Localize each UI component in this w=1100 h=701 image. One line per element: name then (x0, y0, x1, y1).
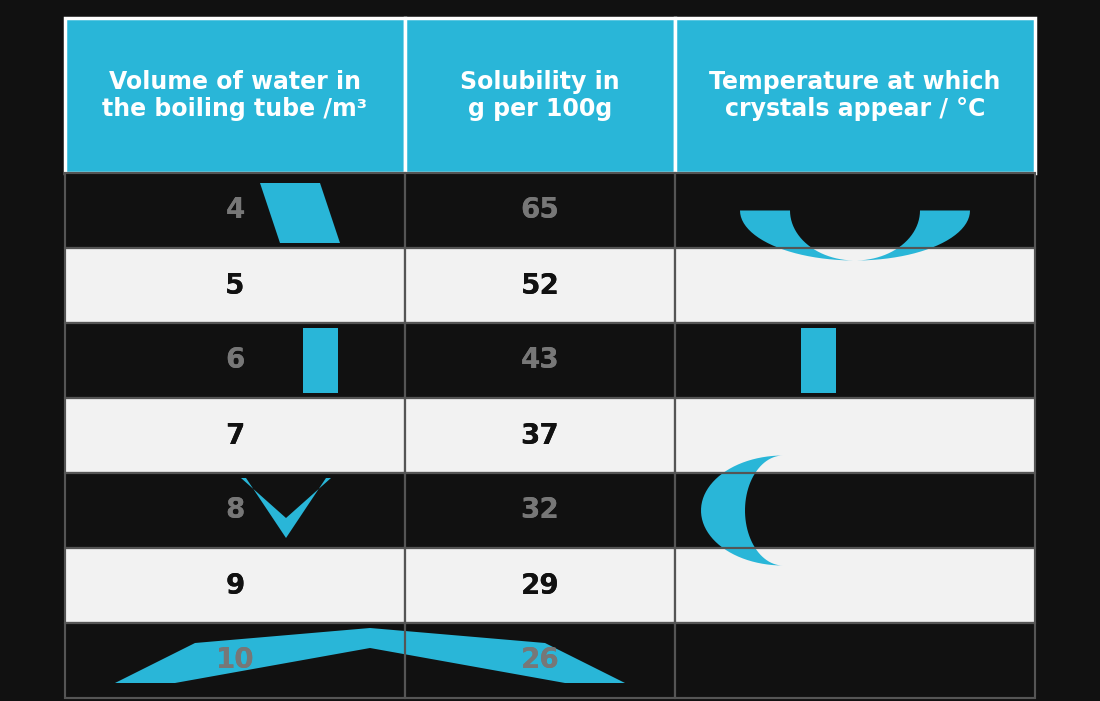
Text: 65: 65 (520, 196, 560, 224)
Text: 7: 7 (226, 421, 244, 449)
Text: 29: 29 (520, 571, 559, 599)
Bar (65, 398, 405, 473)
Text: 5: 5 (226, 271, 244, 299)
PathPatch shape (801, 328, 836, 393)
Bar (675, 548, 1035, 623)
PathPatch shape (701, 456, 783, 566)
Bar (405, 173, 675, 248)
Bar (405, 248, 675, 323)
Bar (65, 248, 405, 323)
Bar (65, 398, 405, 473)
Bar (405, 323, 675, 398)
Text: 6: 6 (226, 346, 244, 374)
Text: 37: 37 (520, 421, 560, 449)
Bar (65, 248, 405, 323)
Bar (675, 398, 1035, 473)
Bar (405, 173, 675, 248)
Bar (405, 548, 675, 623)
Text: 9: 9 (226, 571, 244, 599)
Bar (65, 473, 405, 548)
Bar (675, 398, 1035, 473)
Bar (675, 623, 1035, 698)
Bar (65, 548, 405, 623)
Bar (405, 398, 675, 473)
Bar (405, 323, 675, 398)
Text: 5: 5 (226, 271, 244, 299)
Text: 37: 37 (520, 421, 560, 449)
Bar (65, 323, 405, 398)
Bar (65, 623, 405, 698)
Text: 26: 26 (520, 646, 560, 674)
Bar (675, 623, 1035, 698)
Text: Temperature at which
crystals appear / °C: Temperature at which crystals appear / °… (710, 69, 1001, 121)
Text: 4: 4 (226, 196, 244, 224)
Text: Volume of water in
the boiling tube /m³: Volume of water in the boiling tube /m³ (102, 69, 367, 121)
PathPatch shape (206, 478, 366, 538)
Text: 8: 8 (226, 496, 244, 524)
Bar (65, 548, 405, 623)
Text: 9: 9 (226, 571, 244, 599)
PathPatch shape (116, 628, 625, 683)
Bar (405, 248, 675, 323)
Text: 52: 52 (520, 271, 560, 299)
PathPatch shape (740, 210, 970, 261)
PathPatch shape (302, 328, 338, 393)
Bar (675, 323, 1035, 398)
Bar (405, 18, 675, 173)
Bar (405, 473, 675, 548)
Bar (675, 323, 1035, 398)
Text: 43: 43 (520, 346, 560, 374)
Bar (675, 18, 1035, 173)
Bar (65, 173, 405, 248)
Text: 32: 32 (520, 496, 560, 524)
Bar (675, 548, 1035, 623)
Bar (675, 248, 1035, 323)
Text: 4: 4 (226, 196, 244, 224)
Bar (65, 323, 405, 398)
Bar (675, 173, 1035, 248)
Text: 43: 43 (520, 346, 560, 374)
Text: 6: 6 (226, 346, 244, 374)
Text: Solubility in
g per 100g: Solubility in g per 100g (460, 69, 619, 121)
PathPatch shape (260, 183, 340, 243)
Text: 7: 7 (226, 421, 244, 449)
Bar (65, 473, 405, 548)
Bar (405, 398, 675, 473)
Text: 26: 26 (520, 646, 560, 674)
Bar (675, 473, 1035, 548)
Bar (405, 473, 675, 548)
Bar (405, 623, 675, 698)
Bar (405, 548, 675, 623)
Text: 8: 8 (226, 496, 244, 524)
Text: 10: 10 (216, 646, 254, 674)
Text: 29: 29 (520, 571, 559, 599)
Text: 65: 65 (520, 196, 560, 224)
Bar (65, 18, 405, 173)
Text: 32: 32 (520, 496, 560, 524)
Bar (675, 248, 1035, 323)
Text: 10: 10 (216, 646, 254, 674)
Bar (675, 173, 1035, 248)
Bar (675, 473, 1035, 548)
Bar (65, 173, 405, 248)
Bar (405, 623, 675, 698)
Bar (65, 623, 405, 698)
Text: 52: 52 (520, 271, 560, 299)
